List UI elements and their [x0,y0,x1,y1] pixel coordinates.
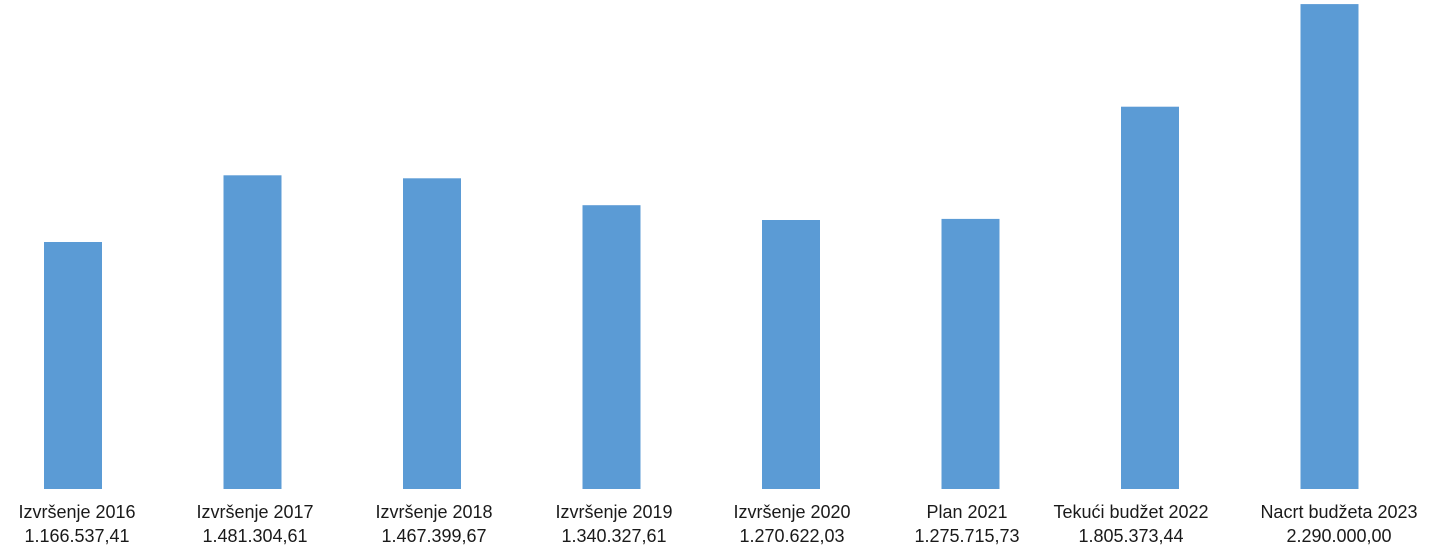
bar-2 [403,178,461,490]
category-name: Tekući budžet 2022 [1053,502,1208,522]
category-label-2: Izvršenje 2018 1.467.399,67 [375,502,492,546]
category-label-4: Izvršenje 2020 1.270.622,03 [733,502,850,546]
bar-7 [1300,4,1359,489]
category-name: Nacrt budžeta 2023 [1260,502,1417,522]
category-name: Izvršenje 2016 [18,502,135,522]
category-value-label: 1.340.327,61 [561,526,666,546]
category-value-label: 2.290.000,00 [1286,526,1391,546]
category-value-label: 1.270.622,03 [739,526,844,546]
category-value-label: 1.805.373,44 [1078,526,1183,546]
category-label-0: Izvršenje 2016 1.166.537,41 [18,502,135,546]
category-label-3: Izvršenje 2019 1.340.327,61 [555,502,672,546]
bar-4 [762,220,820,489]
bars-group [44,4,1359,490]
category-labels-group: Izvršenje 2016 1.166.537,41 Izvršenje 2017… [18,502,1417,546]
category-name: Izvršenje 2019 [555,502,672,522]
bar-6 [1121,106,1179,489]
category-value-label: 1.275.715,73 [914,526,1019,546]
category-value-label: 1.481.304,61 [202,526,307,546]
bar-1 [223,175,282,490]
category-label-1: Izvršenje 2017 1.481.304,61 [196,502,313,546]
bar-3 [582,205,641,489]
category-name: Izvršenje 2018 [375,502,492,522]
category-name: Izvršenje 2020 [733,502,850,522]
category-label-6: Tekući budžet 2022 1.805.373,44 [1053,502,1208,546]
category-name: Plan 2021 [926,502,1007,522]
category-value-label: 1.467.399,67 [381,526,486,546]
bar-5 [941,218,1000,489]
category-label-5: Plan 2021 1.275.715,73 [914,502,1019,546]
category-value-label: 1.166.537,41 [24,526,129,546]
category-label-7: Nacrt budžeta 2023 2.290.000,00 [1260,502,1417,546]
category-name: Izvršenje 2017 [196,502,313,522]
bar-0 [44,242,102,489]
